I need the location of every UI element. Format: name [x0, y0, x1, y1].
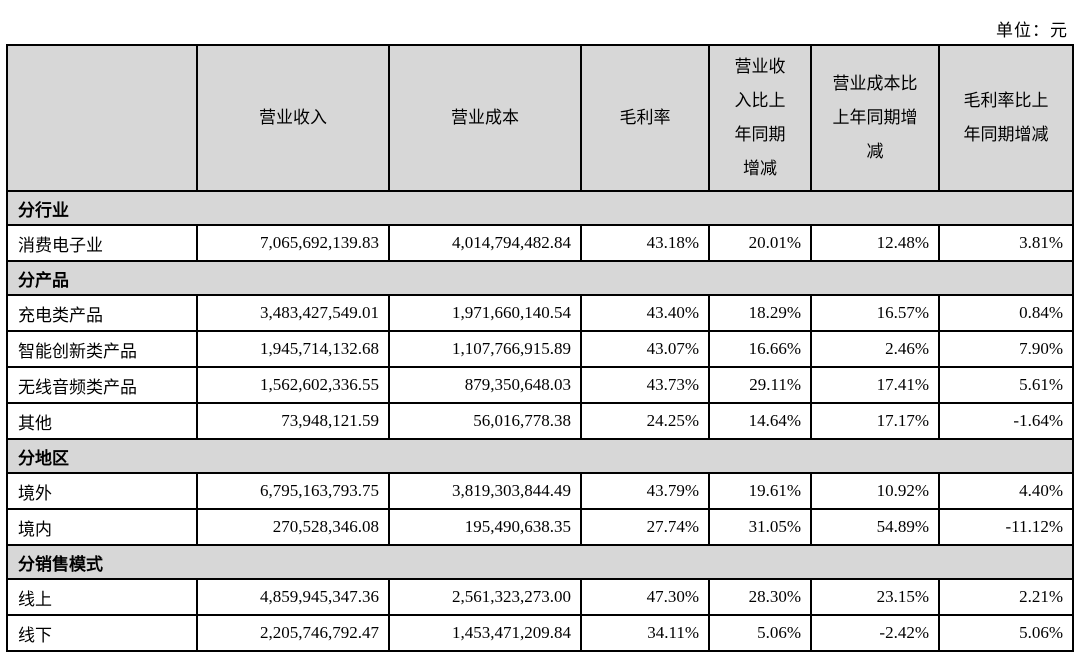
section-title: 分销售模式: [6, 544, 1074, 580]
cell-cost-yoy: 17.41%: [810, 366, 940, 404]
cell-revenue-yoy: 16.66%: [708, 330, 812, 368]
cell-cost-yoy: 10.92%: [810, 472, 940, 510]
row-label: 智能创新类产品: [6, 330, 198, 368]
section-title: 分地区: [6, 438, 1074, 474]
cell-revenue-yoy: 19.61%: [708, 472, 812, 510]
section-row-region: 分地区: [6, 438, 1074, 474]
cell-revenue-yoy: 18.29%: [708, 294, 812, 332]
cell-revenue: 2,205,746,792.47: [196, 614, 390, 652]
cell-cost: 1,107,766,915.89: [388, 330, 582, 368]
row-label: 线上: [6, 578, 198, 616]
cell-cost-yoy: 12.48%: [810, 224, 940, 262]
row-label: 境内: [6, 508, 198, 546]
column-header-cost-yoy: 营业成本比上年同期增减: [810, 44, 940, 192]
cell-margin-yoy: 3.81%: [938, 224, 1074, 262]
cell-revenue-yoy: 31.05%: [708, 508, 812, 546]
row-label: 消费电子业: [6, 224, 198, 262]
table-row: 充电类产品 3,483,427,549.01 1,971,660,140.54 …: [6, 294, 1074, 332]
cell-margin-yoy: 7.90%: [938, 330, 1074, 368]
column-header-revenue-yoy: 营业收入比上年同期增减: [708, 44, 812, 192]
section-row-sales-model: 分销售模式: [6, 544, 1074, 580]
unit-label: 单位：元: [996, 21, 1068, 40]
cell-revenue: 1,562,602,336.55: [196, 366, 390, 404]
column-header-revenue: 营业收入: [196, 44, 390, 192]
cell-gross-margin: 27.74%: [580, 508, 710, 546]
section-title: 分产品: [6, 260, 1074, 296]
row-label: 充电类产品: [6, 294, 198, 332]
cell-revenue-yoy: 20.01%: [708, 224, 812, 262]
cell-margin-yoy: -11.12%: [938, 508, 1074, 546]
cell-gross-margin: 24.25%: [580, 402, 710, 440]
cell-revenue: 6,795,163,793.75: [196, 472, 390, 510]
cell-margin-yoy: 2.21%: [938, 578, 1074, 616]
cell-revenue-yoy: 28.30%: [708, 578, 812, 616]
table-row: 境内 270,528,346.08 195,490,638.35 27.74% …: [6, 508, 1074, 546]
cell-cost: 4,014,794,482.84: [388, 224, 582, 262]
table-row: 智能创新类产品 1,945,714,132.68 1,107,766,915.8…: [6, 330, 1074, 368]
cell-revenue: 7,065,692,139.83: [196, 224, 390, 262]
section-title: 分行业: [6, 190, 1074, 226]
cell-gross-margin: 34.11%: [580, 614, 710, 652]
table-row: 消费电子业 7,065,692,139.83 4,014,794,482.84 …: [6, 224, 1074, 262]
row-label: 其他: [6, 402, 198, 440]
cell-gross-margin: 43.18%: [580, 224, 710, 262]
cell-cost: 1,971,660,140.54: [388, 294, 582, 332]
column-header-blank: [6, 44, 198, 192]
cell-cost: 2,561,323,273.00: [388, 578, 582, 616]
cell-gross-margin: 43.79%: [580, 472, 710, 510]
cell-revenue: 3,483,427,549.01: [196, 294, 390, 332]
table-row: 其他 73,948,121.59 56,016,778.38 24.25% 14…: [6, 402, 1074, 440]
row-label: 线下: [6, 614, 198, 652]
cell-gross-margin: 43.73%: [580, 366, 710, 404]
column-header-margin-yoy: 毛利率比上年同期增减: [938, 44, 1074, 192]
cell-cost-yoy: 2.46%: [810, 330, 940, 368]
cell-margin-yoy: 4.40%: [938, 472, 1074, 510]
row-label: 无线音频类产品: [6, 366, 198, 404]
cell-cost-yoy: 17.17%: [810, 402, 940, 440]
header-row: 营业收入 营业成本 毛利率 营业收入比上年同期增减 营业成本比上年同期增减 毛利…: [6, 44, 1074, 192]
cell-revenue-yoy: 5.06%: [708, 614, 812, 652]
row-label: 境外: [6, 472, 198, 510]
cell-revenue: 73,948,121.59: [196, 402, 390, 440]
cell-gross-margin: 47.30%: [580, 578, 710, 616]
cell-revenue: 1,945,714,132.68: [196, 330, 390, 368]
cell-margin-yoy: 5.61%: [938, 366, 1074, 404]
cell-margin-yoy: 5.06%: [938, 614, 1074, 652]
cell-cost: 879,350,648.03: [388, 366, 582, 404]
cell-revenue-yoy: 14.64%: [708, 402, 812, 440]
cell-cost-yoy: -2.42%: [810, 614, 940, 652]
cell-margin-yoy: -1.64%: [938, 402, 1074, 440]
table-row: 线下 2,205,746,792.47 1,453,471,209.84 34.…: [6, 614, 1074, 652]
cell-revenue: 4,859,945,347.36: [196, 578, 390, 616]
section-row-product: 分产品: [6, 260, 1074, 296]
cell-cost-yoy: 23.15%: [810, 578, 940, 616]
cell-cost: 1,453,471,209.84: [388, 614, 582, 652]
cell-cost-yoy: 16.57%: [810, 294, 940, 332]
table-row: 境外 6,795,163,793.75 3,819,303,844.49 43.…: [6, 472, 1074, 510]
table-row: 线上 4,859,945,347.36 2,561,323,273.00 47.…: [6, 578, 1074, 616]
segment-breakdown-table: 营业收入 营业成本 毛利率 营业收入比上年同期增减 营业成本比上年同期增减 毛利…: [6, 44, 1074, 652]
column-header-cost: 营业成本: [388, 44, 582, 192]
cell-cost: 195,490,638.35: [388, 508, 582, 546]
cell-gross-margin: 43.40%: [580, 294, 710, 332]
cell-cost: 56,016,778.38: [388, 402, 582, 440]
column-header-gross-margin: 毛利率: [580, 44, 710, 192]
cell-gross-margin: 43.07%: [580, 330, 710, 368]
table-row: 无线音频类产品 1,562,602,336.55 879,350,648.03 …: [6, 366, 1074, 404]
cell-margin-yoy: 0.84%: [938, 294, 1074, 332]
section-row-industry: 分行业: [6, 190, 1074, 226]
cell-revenue-yoy: 29.11%: [708, 366, 812, 404]
cell-revenue: 270,528,346.08: [196, 508, 390, 546]
cell-cost-yoy: 54.89%: [810, 508, 940, 546]
cell-cost: 3,819,303,844.49: [388, 472, 582, 510]
